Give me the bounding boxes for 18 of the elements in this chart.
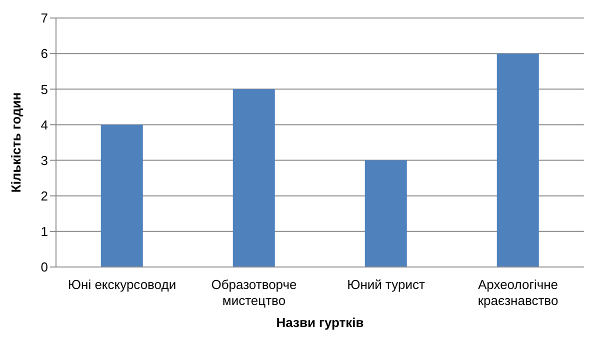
y-tick-label: 5	[40, 82, 48, 97]
y-tick-label: 3	[40, 152, 48, 168]
y-tick-label: 2	[40, 188, 48, 204]
x-tick-label: Юний турист	[347, 277, 425, 292]
x-tick-label: Археологічне краєзнавство	[478, 277, 558, 308]
x-axis-title: Назви гуртків	[276, 315, 364, 330]
y-tick-label: 6	[40, 46, 48, 62]
bar	[364, 160, 407, 267]
y-tick-label: 7	[40, 10, 48, 26]
y-tick-label: 0	[40, 260, 48, 275]
bar	[496, 54, 539, 267]
bar	[100, 124, 143, 267]
x-tick-label: Юні екскурсоводи	[68, 277, 176, 292]
y-tick-label: 4	[40, 117, 48, 132]
x-tick-label: Образотворче мистецтво	[211, 277, 297, 308]
y-tick-label: 1	[40, 224, 48, 240]
bar	[232, 89, 275, 267]
y-axis-title: Кількість годин	[8, 92, 24, 193]
